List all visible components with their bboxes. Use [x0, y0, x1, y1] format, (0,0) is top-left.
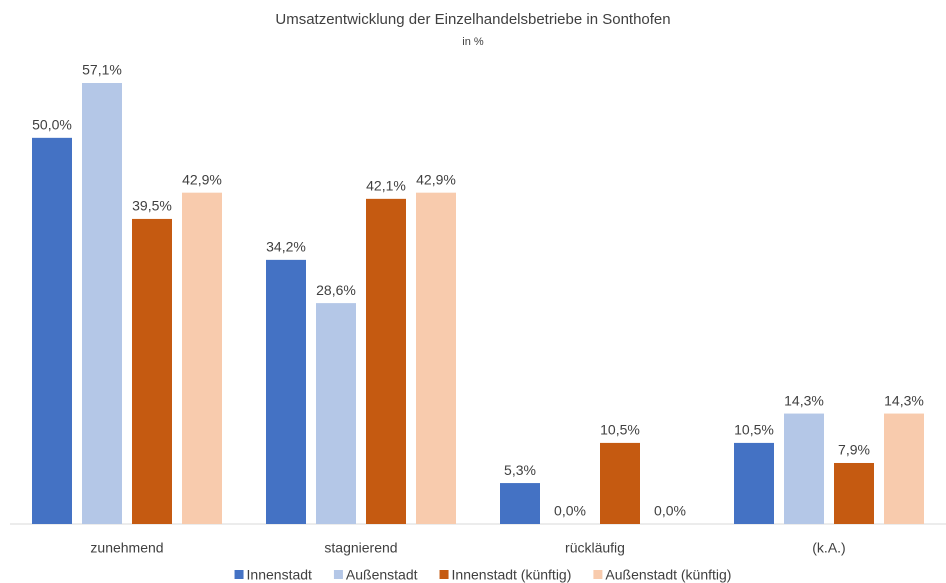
bar: [366, 198, 406, 525]
legend-label: Außenstadt: [346, 567, 418, 583]
bar: [884, 413, 924, 524]
value-label: 50,0%: [32, 117, 72, 133]
value-label: 5,3%: [504, 462, 536, 478]
bar: [316, 303, 356, 524]
value-label: 7,9%: [838, 442, 870, 458]
bar: [82, 83, 122, 524]
bar: [834, 462, 874, 524]
x-tick-label: stagnierend: [324, 540, 397, 556]
legend-swatch: [333, 570, 343, 579]
value-label: 34,2%: [266, 239, 306, 255]
bar: [132, 218, 172, 525]
value-label: 14,3%: [784, 392, 824, 408]
bar: [784, 413, 824, 524]
legend-swatch: [439, 570, 449, 579]
x-tick-label: (k.A.): [812, 540, 845, 556]
bar: [416, 192, 456, 524]
bar: [500, 483, 540, 524]
bar: [32, 137, 72, 524]
legend-label: Außenstadt (künftig): [605, 567, 731, 583]
value-label: 42,1%: [366, 178, 406, 194]
value-label: 0,0%: [654, 503, 686, 519]
bar: [734, 442, 774, 524]
value-label: 0,0%: [554, 503, 586, 519]
legend-label: Innenstadt (künftig): [452, 567, 572, 583]
value-label: 57,1%: [82, 62, 122, 78]
bar: [600, 442, 640, 524]
legend-swatch: [593, 570, 603, 579]
chart-title: Umsatzentwicklung der Einzelhandelsbetri…: [275, 11, 670, 28]
chart-subtitle: in %: [462, 36, 484, 48]
legend-swatch: [234, 570, 244, 579]
value-label: 42,9%: [182, 171, 222, 187]
bar: [266, 259, 306, 524]
value-label: 14,3%: [884, 392, 924, 408]
value-label: 10,5%: [734, 422, 774, 438]
legend-label: Innenstadt: [247, 567, 312, 583]
value-label: 28,6%: [316, 282, 356, 298]
value-label: 10,5%: [600, 422, 640, 438]
x-tick-label: zunehmend: [90, 540, 163, 556]
value-label: 39,5%: [132, 198, 172, 214]
value-label: 42,9%: [416, 171, 456, 187]
bar: [182, 192, 222, 524]
x-tick-label: rückläufig: [565, 540, 625, 556]
